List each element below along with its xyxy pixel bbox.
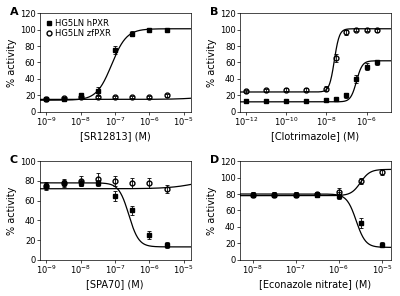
Text: C: C	[10, 155, 18, 165]
X-axis label: [SR12813] (M): [SR12813] (M)	[80, 131, 150, 141]
Text: D: D	[210, 155, 219, 165]
Y-axis label: % activity: % activity	[7, 186, 17, 235]
Y-axis label: % activity: % activity	[207, 38, 217, 87]
Text: B: B	[210, 7, 218, 17]
Text: A: A	[10, 7, 18, 17]
X-axis label: [Econazole nitrate] (M): [Econazole nitrate] (M)	[259, 279, 371, 289]
X-axis label: [Clotrimazole] (M): [Clotrimazole] (M)	[271, 131, 359, 141]
Legend: HG5LN hPXR, HG5LN zfPXR: HG5LN hPXR, HG5LN zfPXR	[44, 17, 112, 40]
X-axis label: [SPA70] (M): [SPA70] (M)	[86, 279, 144, 289]
Y-axis label: % activity: % activity	[7, 38, 17, 87]
Y-axis label: % activity: % activity	[207, 186, 217, 235]
